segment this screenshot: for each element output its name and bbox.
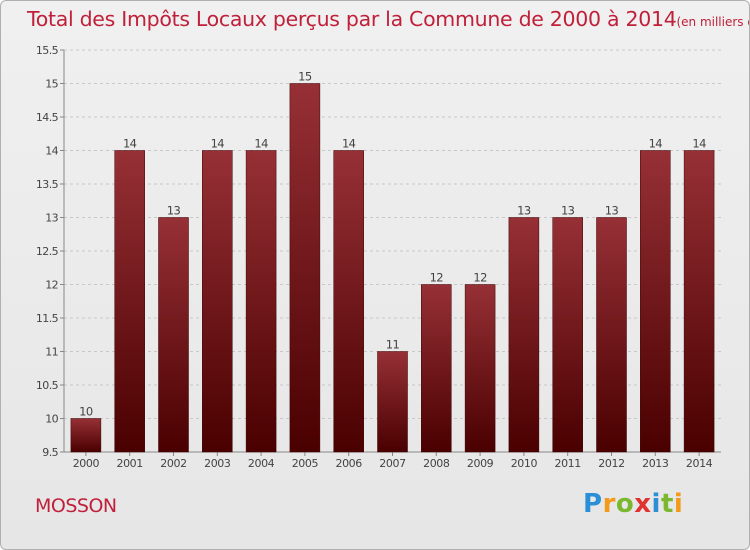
logo-letter: P [583,489,603,519]
x-tick-label: 2011 [554,457,580,470]
data-label: 14 [342,137,356,151]
title-unit: (en milliers d'€) [676,15,749,29]
x-tick-label: 2008 [423,457,450,470]
data-label: 12 [430,271,444,285]
data-label: 13 [561,204,575,218]
data-label: 12 [473,271,487,285]
bar-2005 [289,83,321,453]
data-label: 15 [298,70,312,84]
data-label: 14 [211,137,225,151]
bar-2002 [158,217,189,453]
logo-letter: x [634,489,652,519]
y-tick-label: 12.5 [36,245,59,258]
x-tick-label: 2005 [292,457,319,470]
bar-2011 [552,217,583,453]
bar-2003 [202,150,233,453]
y-tick-label: 15.5 [36,44,59,57]
y-tick-label: 14.5 [36,111,59,124]
logo-letter: o [615,489,635,519]
logo-letter: t [660,489,674,519]
y-tick-label: 9.5 [42,446,58,459]
y-tick-label: 14 [45,145,58,158]
axes: 9.5 10 10.5 11 11.5 12 12.5 13 13.5 14 14.5 15 15.5 2… [36,44,721,470]
y-tick-label: 10.5 [36,379,59,392]
x-tick-label: 2003 [204,457,231,470]
bars [70,83,715,453]
x-tick-label: 2009 [467,457,494,470]
data-label: 11 [386,338,400,352]
title-text: Total des Impôts Locaux perçus par la Co… [27,7,677,31]
x-tick-label: 2002 [160,457,186,470]
x-tick-label: 2010 [511,457,538,470]
x-tick-label: 2014 [686,457,713,470]
data-label: 14 [692,137,706,151]
bar-2006 [333,150,364,453]
x-tick-label: 2000 [73,457,100,470]
data-label: 14 [254,137,268,151]
x-tick-label: 2007 [379,457,406,470]
chart-title: Total des Impôts Locaux perçus par la Co… [27,7,749,31]
bar-2004 [245,150,277,453]
x-tick-label: 2006 [335,457,362,470]
logo-letter: i [651,489,661,519]
bar-2007 [377,351,408,453]
proxiti-logo: Proxiti [583,489,683,519]
data-labels: 10 14 13 14 14 15 14 11 12 12 13 13 13 14 14 [79,70,707,419]
y-tick-label: 13.5 [36,178,59,191]
bar-2009 [464,284,496,453]
y-tick-label: 11.5 [36,312,59,325]
y-tick-label: 10 [45,413,58,426]
y-tick-label: 12 [45,279,58,292]
data-label: 14 [123,137,137,151]
data-label: 13 [167,204,181,218]
bar-2014 [683,150,715,453]
x-tick-label: 2012 [598,457,624,470]
logo-letter: i [673,489,684,519]
x-tick-label: 2001 [116,457,142,470]
y-tick-label: 13 [45,212,58,225]
logo-letter: r [602,489,616,519]
data-label: 13 [605,204,619,218]
bar-2008 [421,284,452,453]
bar-2001 [114,150,145,453]
y-tick-label: 15 [45,78,58,91]
bar-2010 [508,217,540,453]
bar-2012 [596,217,627,453]
x-tick-label: 2004 [248,457,275,470]
bar-2013 [640,150,671,453]
data-label: 10 [79,405,93,419]
data-label: 13 [517,204,531,218]
y-tick-label: 11 [45,346,58,359]
bar-2000 [70,418,102,453]
data-label: 14 [649,137,663,151]
x-tick-label: 2013 [642,457,669,470]
commune-name: MOSSON [35,495,117,517]
